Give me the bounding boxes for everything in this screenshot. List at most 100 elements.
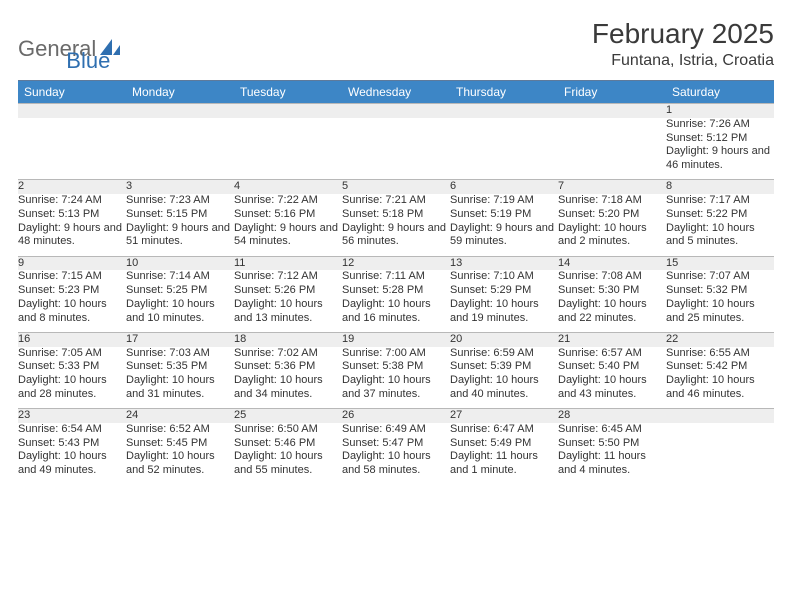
day-content-cell — [558, 118, 666, 180]
day-content-cell: Sunrise: 7:08 AMSunset: 5:30 PMDaylight:… — [558, 270, 666, 332]
day-content-row: Sunrise: 7:05 AMSunset: 5:33 PMDaylight:… — [18, 347, 774, 409]
daylight-line: Daylight: 9 hours and 56 minutes. — [342, 222, 450, 250]
sunset-line: Sunset: 5:46 PM — [234, 437, 342, 451]
day-number-cell: 6 — [450, 180, 558, 194]
weekday-header-row: Sunday Monday Tuesday Wednesday Thursday… — [18, 81, 774, 104]
day-content-cell: Sunrise: 7:15 AMSunset: 5:23 PMDaylight:… — [18, 270, 126, 332]
daylight-line: Daylight: 9 hours and 54 minutes. — [234, 222, 342, 250]
daylight-line: Daylight: 10 hours and 55 minutes. — [234, 450, 342, 478]
daylight-line: Daylight: 10 hours and 52 minutes. — [126, 450, 234, 478]
location: Funtana, Istria, Croatia — [592, 52, 774, 70]
day-content-cell — [18, 118, 126, 180]
sunset-line: Sunset: 5:50 PM — [558, 437, 666, 451]
sunrise-line: Sunrise: 7:23 AM — [126, 194, 234, 208]
daylight-line: Daylight: 9 hours and 59 minutes. — [450, 222, 558, 250]
sunrise-line: Sunrise: 7:12 AM — [234, 270, 342, 284]
day-number-row: 9101112131415 — [18, 256, 774, 270]
calendar-page: General Blue February 2025 Funtana, Istr… — [0, 0, 792, 485]
sunrise-line: Sunrise: 7:17 AM — [666, 194, 774, 208]
day-content-cell: Sunrise: 6:49 AMSunset: 5:47 PMDaylight:… — [342, 423, 450, 485]
daylight-line: Daylight: 10 hours and 19 minutes. — [450, 298, 558, 326]
day-number-cell: 21 — [558, 332, 666, 346]
day-number-cell: 22 — [666, 332, 774, 346]
sunrise-line: Sunrise: 7:03 AM — [126, 347, 234, 361]
day-number-row: 16171819202122 — [18, 332, 774, 346]
month-title: February 2025 — [592, 18, 774, 50]
day-number-cell: 19 — [342, 332, 450, 346]
sunrise-line: Sunrise: 7:26 AM — [666, 118, 774, 132]
day-content-cell: Sunrise: 7:23 AMSunset: 5:15 PMDaylight:… — [126, 194, 234, 256]
day-number-cell: 7 — [558, 180, 666, 194]
sunset-line: Sunset: 5:23 PM — [18, 284, 126, 298]
weekday-head: Thursday — [450, 81, 558, 104]
day-content-cell: Sunrise: 6:55 AMSunset: 5:42 PMDaylight:… — [666, 347, 774, 409]
sunrise-line: Sunrise: 7:10 AM — [450, 270, 558, 284]
sunrise-line: Sunrise: 7:11 AM — [342, 270, 450, 284]
day-content-cell: Sunrise: 7:12 AMSunset: 5:26 PMDaylight:… — [234, 270, 342, 332]
daylight-line: Daylight: 11 hours and 4 minutes. — [558, 450, 666, 478]
weekday-head: Monday — [126, 81, 234, 104]
sunset-line: Sunset: 5:43 PM — [18, 437, 126, 451]
header: General Blue February 2025 Funtana, Istr… — [18, 18, 774, 74]
brand-part2: Blue — [66, 48, 110, 74]
day-number-cell: 12 — [342, 256, 450, 270]
sunset-line: Sunset: 5:16 PM — [234, 208, 342, 222]
day-content-cell: Sunrise: 7:24 AMSunset: 5:13 PMDaylight:… — [18, 194, 126, 256]
sunrise-line: Sunrise: 6:55 AM — [666, 347, 774, 361]
daylight-line: Daylight: 10 hours and 5 minutes. — [666, 222, 774, 250]
sunrise-line: Sunrise: 6:54 AM — [18, 423, 126, 437]
calendar-body: 1Sunrise: 7:26 AMSunset: 5:12 PMDaylight… — [18, 104, 774, 485]
day-content-cell: Sunrise: 7:10 AMSunset: 5:29 PMDaylight:… — [450, 270, 558, 332]
day-content-cell: Sunrise: 6:54 AMSunset: 5:43 PMDaylight:… — [18, 423, 126, 485]
weekday-head: Wednesday — [342, 81, 450, 104]
day-content-cell: Sunrise: 7:03 AMSunset: 5:35 PMDaylight:… — [126, 347, 234, 409]
day-number-cell: 8 — [666, 180, 774, 194]
day-content-cell: Sunrise: 6:45 AMSunset: 5:50 PMDaylight:… — [558, 423, 666, 485]
weekday-head: Saturday — [666, 81, 774, 104]
sunset-line: Sunset: 5:47 PM — [342, 437, 450, 451]
day-content-cell — [126, 118, 234, 180]
sunset-line: Sunset: 5:36 PM — [234, 360, 342, 374]
daylight-line: Daylight: 10 hours and 22 minutes. — [558, 298, 666, 326]
day-content-cell: Sunrise: 7:02 AMSunset: 5:36 PMDaylight:… — [234, 347, 342, 409]
day-content-row: Sunrise: 7:26 AMSunset: 5:12 PMDaylight:… — [18, 118, 774, 180]
sunrise-line: Sunrise: 7:02 AM — [234, 347, 342, 361]
daylight-line: Daylight: 10 hours and 43 minutes. — [558, 374, 666, 402]
day-number-cell — [18, 104, 126, 118]
day-number-cell — [342, 104, 450, 118]
day-number-cell: 5 — [342, 180, 450, 194]
sunrise-line: Sunrise: 7:07 AM — [666, 270, 774, 284]
daylight-line: Daylight: 11 hours and 1 minute. — [450, 450, 558, 478]
sunrise-line: Sunrise: 6:49 AM — [342, 423, 450, 437]
day-number-cell: 13 — [450, 256, 558, 270]
sunrise-line: Sunrise: 7:18 AM — [558, 194, 666, 208]
day-number-cell: 27 — [450, 409, 558, 423]
day-content-row: Sunrise: 6:54 AMSunset: 5:43 PMDaylight:… — [18, 423, 774, 485]
day-number-cell — [666, 409, 774, 423]
day-content-cell: Sunrise: 6:52 AMSunset: 5:45 PMDaylight:… — [126, 423, 234, 485]
sunset-line: Sunset: 5:39 PM — [450, 360, 558, 374]
sunset-line: Sunset: 5:15 PM — [126, 208, 234, 222]
daylight-line: Daylight: 10 hours and 31 minutes. — [126, 374, 234, 402]
day-number-cell: 1 — [666, 104, 774, 118]
day-content-cell: Sunrise: 6:57 AMSunset: 5:40 PMDaylight:… — [558, 347, 666, 409]
day-content-cell: Sunrise: 7:00 AMSunset: 5:38 PMDaylight:… — [342, 347, 450, 409]
sunrise-line: Sunrise: 7:19 AM — [450, 194, 558, 208]
sunrise-line: Sunrise: 7:05 AM — [18, 347, 126, 361]
day-content-cell: Sunrise: 7:18 AMSunset: 5:20 PMDaylight:… — [558, 194, 666, 256]
day-number-cell: 9 — [18, 256, 126, 270]
sunset-line: Sunset: 5:19 PM — [450, 208, 558, 222]
day-content-cell: Sunrise: 7:14 AMSunset: 5:25 PMDaylight:… — [126, 270, 234, 332]
calendar-table: Sunday Monday Tuesday Wednesday Thursday… — [18, 81, 774, 485]
daylight-line: Daylight: 10 hours and 40 minutes. — [450, 374, 558, 402]
weekday-head: Sunday — [18, 81, 126, 104]
day-number-cell: 24 — [126, 409, 234, 423]
day-number-row: 1 — [18, 104, 774, 118]
sunset-line: Sunset: 5:12 PM — [666, 132, 774, 146]
sunset-line: Sunset: 5:35 PM — [126, 360, 234, 374]
day-content-cell: Sunrise: 7:05 AMSunset: 5:33 PMDaylight:… — [18, 347, 126, 409]
sunset-line: Sunset: 5:40 PM — [558, 360, 666, 374]
day-number-cell: 28 — [558, 409, 666, 423]
daylight-line: Daylight: 9 hours and 46 minutes. — [666, 145, 774, 173]
day-content-cell: Sunrise: 7:19 AMSunset: 5:19 PMDaylight:… — [450, 194, 558, 256]
